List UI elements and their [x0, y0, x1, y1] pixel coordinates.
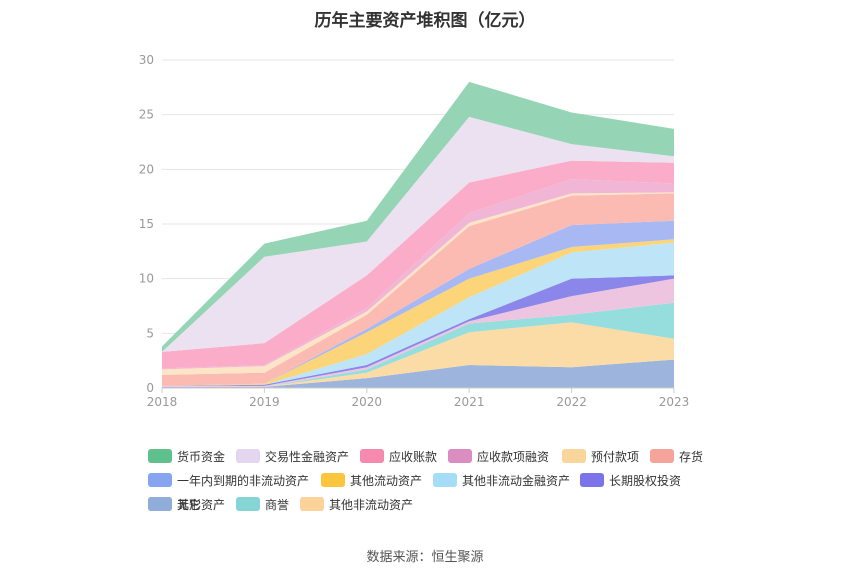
legend-swatch — [448, 449, 472, 463]
legend-item[interactable]: 交易性金融资产 — [236, 448, 349, 464]
legend-label: 一年内到期的非流动资产 — [177, 473, 310, 488]
legend-label: 商誉 — [265, 497, 290, 512]
chart-title: 历年主要资产堆积图（亿元） — [314, 11, 536, 31]
y-tick-label: 25 — [139, 108, 154, 122]
legend-item[interactable]: 商誉 — [236, 496, 289, 512]
x-tick-label: 2018 — [147, 395, 178, 409]
stacked-area-chart: 0 5 10 15 20 25 30 2018 2019 2020 2021 2022 2023 — [139, 53, 690, 409]
y-tick-label: 30 — [139, 53, 154, 67]
legend-swatch — [148, 497, 172, 511]
legend-item[interactable]: 应收账款 — [360, 448, 437, 464]
y-tick-label: 0 — [146, 381, 154, 395]
legend-item[interactable]: 其他流动资产 — [321, 472, 422, 488]
legend-swatch — [236, 497, 260, 511]
legend-swatch — [580, 473, 604, 487]
area-series-7 — [162, 220, 674, 386]
legend-label: 货币资金 — [177, 449, 226, 464]
legend-swatch — [650, 449, 674, 463]
area-series-4 — [162, 275, 674, 386]
legend-label: 其他非流动金融资产 — [462, 473, 571, 488]
x-tick-label: 2021 — [454, 395, 485, 409]
data-source-note: 数据来源：恒生聚源 — [366, 550, 484, 565]
axes: 0 5 10 15 20 25 30 2018 2019 2020 2021 2022 2023 — [139, 53, 690, 409]
legend-label: 其他流动资产 — [350, 473, 423, 488]
area-series-5 — [162, 242, 674, 386]
x-tick-label: 2023 — [659, 395, 690, 409]
legend-label: 存货 — [679, 449, 704, 464]
legend-swatch — [321, 473, 345, 487]
legend-item[interactable]: 一年内到期的非流动资产 — [148, 472, 309, 488]
legend-item[interactable]: 存货 — [650, 448, 703, 464]
legend-swatch — [300, 497, 324, 511]
legend-label: 其他非流动资产 — [329, 497, 414, 512]
x-tick-label: 2019 — [249, 395, 280, 409]
legend-item[interactable]: 其他非流动资产 — [300, 496, 413, 512]
legend-swatch — [148, 449, 172, 463]
area-series-2 — [162, 302, 674, 387]
legend-swatch — [562, 449, 586, 463]
area-series-12 — [162, 116, 674, 352]
legend-label: 长期股权投资 — [609, 473, 682, 488]
legend-item[interactable]: 预付款项 — [562, 448, 639, 464]
legend-swatch — [236, 449, 260, 463]
legend-label: 无形资产 — [177, 497, 226, 512]
area-series-3 — [162, 278, 674, 387]
y-tick-label: 5 — [146, 326, 154, 340]
legend-label: 其它 — [177, 497, 202, 512]
x-tick-label: 2020 — [352, 395, 383, 409]
area-series-group — [162, 81, 674, 388]
area-series-8 — [162, 193, 674, 386]
legend-item[interactable]: 应收款项融资 — [448, 448, 549, 464]
legend-item[interactable]: 货币资金 — [148, 448, 225, 464]
legend-label: 应收款项融资 — [477, 449, 550, 464]
legend-swatch — [433, 473, 457, 487]
y-tick-label: 20 — [139, 162, 154, 176]
area-series-11 — [162, 160, 674, 369]
legend-swatch — [148, 473, 172, 487]
legend-item[interactable]: 其它 — [148, 496, 201, 512]
area-series-0 — [162, 359, 674, 388]
y-tick-label: 15 — [139, 217, 154, 231]
legend-item[interactable]: 其他非流动金融资产 — [433, 472, 570, 488]
y-tick-label: 10 — [139, 272, 154, 286]
x-tick-label: 2022 — [556, 395, 587, 409]
legend-item[interactable]: 长期股权投资 — [580, 472, 681, 488]
area-series-6 — [162, 239, 674, 386]
area-series-1 — [162, 322, 674, 387]
legend-swatch — [360, 449, 384, 463]
legend-label: 交易性金融资产 — [265, 449, 350, 464]
legend-label: 预付款项 — [591, 449, 640, 464]
legend-label: 应收账款 — [389, 449, 438, 464]
